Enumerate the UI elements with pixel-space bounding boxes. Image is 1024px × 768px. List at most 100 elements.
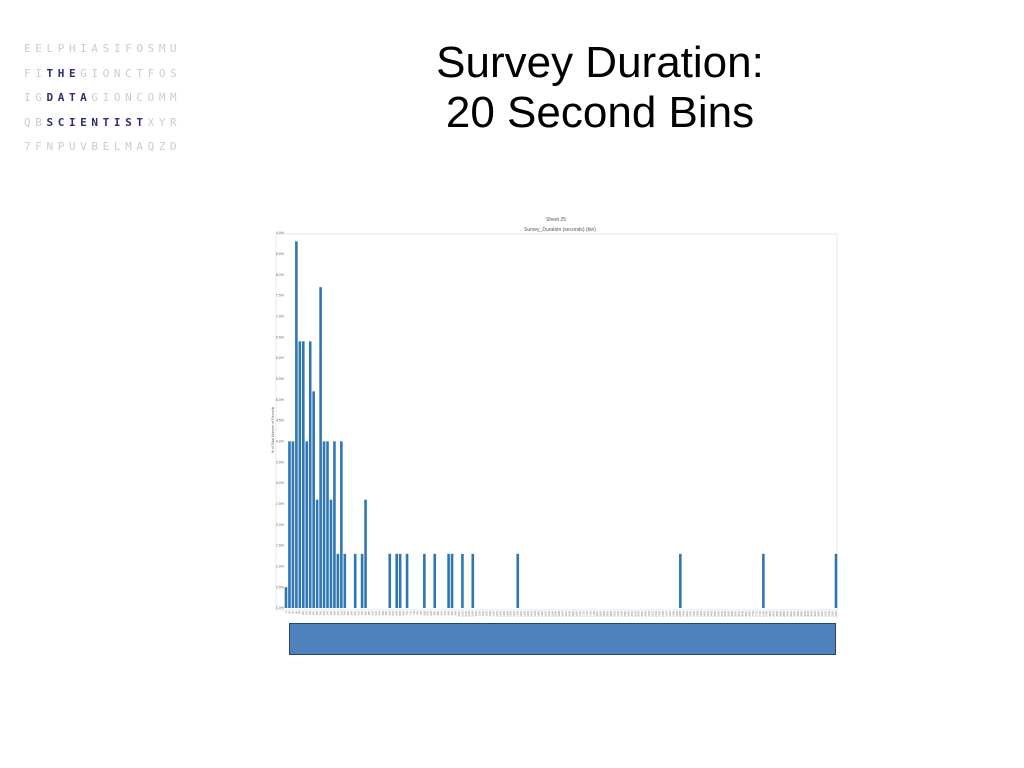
logo-letter: M bbox=[158, 91, 171, 104]
x-tick-label: 2380 bbox=[696, 610, 700, 616]
x-tick-label: 260 bbox=[329, 610, 333, 615]
y-tick-label: 4.5% bbox=[276, 419, 284, 423]
x-tick-label: 2220 bbox=[668, 610, 672, 616]
logo-letter: E bbox=[102, 140, 114, 153]
logo-letter: C bbox=[136, 91, 148, 104]
logo-letter: U bbox=[170, 42, 182, 55]
x-tick-label: 2680 bbox=[747, 610, 751, 616]
histogram-bar bbox=[433, 553, 437, 608]
x-tick-label: 2000 bbox=[630, 610, 634, 616]
x-tick-label: 440 bbox=[360, 610, 364, 615]
x-tick-label: 2480 bbox=[713, 610, 717, 616]
logo-letter: H bbox=[68, 42, 81, 55]
logo-letter: T bbox=[136, 115, 148, 129]
x-tick-label: 2240 bbox=[671, 610, 675, 616]
x-tick-label: 900 bbox=[440, 610, 444, 615]
logo-letter: L bbox=[113, 140, 126, 153]
logo-letter: X bbox=[147, 115, 159, 129]
x-tick-label: 180 bbox=[315, 610, 319, 615]
x-tick-label: 2180 bbox=[661, 610, 665, 616]
histogram-bar bbox=[305, 441, 309, 608]
x-tick-label: 3040 bbox=[810, 610, 814, 616]
x-tick-label: 2320 bbox=[685, 610, 689, 616]
x-tick-label: 320 bbox=[339, 610, 343, 615]
x-tick-label: 620 bbox=[391, 610, 395, 615]
histogram-bar bbox=[288, 441, 291, 608]
x-tick-label: 700 bbox=[405, 610, 409, 615]
x-tick-label: 300 bbox=[336, 610, 340, 615]
x-tick-label: 980 bbox=[453, 610, 457, 615]
x-tick-label: 520 bbox=[374, 610, 378, 615]
x-tick-label: 2540 bbox=[723, 610, 727, 616]
histogram-bar bbox=[308, 341, 312, 608]
x-tick-label: 660 bbox=[398, 610, 402, 615]
x-tick-label: 3100 bbox=[820, 610, 824, 616]
x-tick-label: 3060 bbox=[813, 610, 817, 616]
x-tick-label: 2840 bbox=[775, 610, 779, 616]
logo-letter: S bbox=[170, 66, 182, 80]
x-tick-label: 140 bbox=[308, 610, 312, 615]
x-tick-label: 2420 bbox=[702, 610, 706, 616]
x-tick-label: 1040 bbox=[464, 610, 468, 616]
x-tick-label: 420 bbox=[357, 610, 361, 615]
logo-letter: O bbox=[102, 66, 114, 80]
logo-letter: A bbox=[91, 42, 103, 55]
x-tick-label: 2700 bbox=[751, 610, 755, 616]
x-tick-label: 280 bbox=[332, 610, 336, 615]
histogram-bar bbox=[319, 287, 322, 608]
x-tick-label: 2820 bbox=[772, 610, 776, 616]
logo-letter: D bbox=[46, 91, 58, 104]
y-tick-label: 6.5% bbox=[276, 335, 284, 339]
x-tick-label: 1480 bbox=[540, 610, 544, 616]
x-tick-label: 2060 bbox=[640, 610, 644, 616]
x-tick-label: 1260 bbox=[502, 610, 506, 616]
histogram-bar bbox=[834, 553, 838, 608]
x-tick-label: 1100 bbox=[474, 610, 478, 616]
logo-letter: S bbox=[102, 42, 114, 55]
y-tick-label: 1.5% bbox=[276, 544, 284, 548]
x-tick-label: 80 bbox=[298, 610, 302, 613]
x-tick-label: 1700 bbox=[578, 610, 582, 616]
logo-letter: E bbox=[35, 42, 47, 55]
y-tick-label: 8.0% bbox=[276, 273, 284, 277]
x-tick-label: 1180 bbox=[488, 610, 492, 616]
histogram-bar bbox=[329, 499, 333, 608]
logo-letter: 7 bbox=[24, 140, 36, 153]
x-tick-label: 2460 bbox=[709, 610, 713, 616]
x-tick-label: 540 bbox=[377, 610, 381, 615]
logo-row: 7FNPUVBELMAQZD bbox=[24, 135, 181, 160]
x-tick-label: 2400 bbox=[699, 610, 703, 616]
logo-letter: T bbox=[68, 91, 81, 104]
x-tick-label: 0 bbox=[284, 610, 288, 612]
logo-letter: I bbox=[80, 42, 92, 55]
x-tick-label: 40 bbox=[291, 610, 295, 613]
x-tick-label: 2300 bbox=[682, 610, 686, 616]
logo-letter: B bbox=[91, 140, 103, 153]
y-tick-label: 5.5% bbox=[276, 377, 284, 381]
histogram-bar bbox=[461, 553, 464, 608]
histogram-bar bbox=[360, 553, 364, 608]
x-tick-label: 880 bbox=[436, 610, 440, 615]
histogram-bar bbox=[336, 553, 340, 608]
x-tick-label: 2760 bbox=[761, 610, 765, 616]
x-tick-label: 760 bbox=[415, 610, 419, 615]
logo-letter: E bbox=[68, 66, 81, 80]
x-tick-label: 3080 bbox=[817, 610, 821, 616]
logo-letter: Y bbox=[158, 115, 171, 129]
y-tick-label: 3.5% bbox=[276, 460, 284, 464]
x-tick-label: 2800 bbox=[768, 610, 772, 616]
x-tick-label: 160 bbox=[312, 610, 316, 615]
histogram-bar bbox=[322, 441, 326, 608]
x-tick-label: 2020 bbox=[633, 610, 637, 616]
logo-letter: P bbox=[57, 42, 69, 55]
logo-letter: G bbox=[91, 91, 103, 104]
logo-letter: M bbox=[158, 42, 171, 55]
x-tick-label: 1380 bbox=[523, 610, 527, 616]
x-tick-label: 1820 bbox=[599, 610, 603, 616]
logo-letter: F bbox=[24, 66, 36, 80]
x-tick-label: 1520 bbox=[547, 610, 551, 616]
x-tick-label: 3020 bbox=[806, 610, 810, 616]
x-tick-label: 2720 bbox=[754, 610, 758, 616]
x-tick-label: 2200 bbox=[664, 610, 668, 616]
x-tick-label: 1840 bbox=[602, 610, 606, 616]
